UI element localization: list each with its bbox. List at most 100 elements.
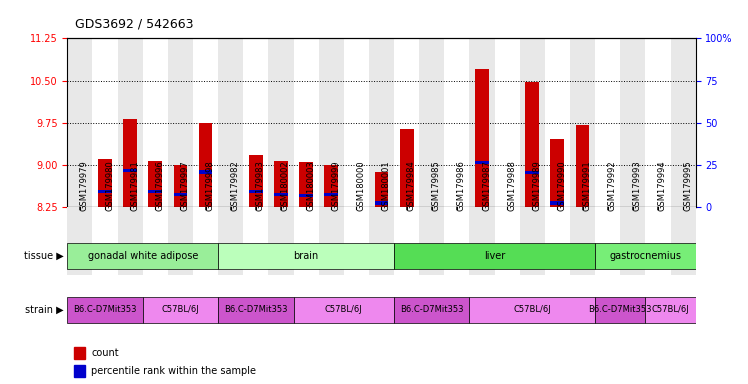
- Bar: [570, 207, 595, 275]
- Text: liver: liver: [484, 251, 505, 261]
- Bar: [168, 207, 193, 275]
- Bar: [293, 207, 319, 275]
- Bar: [470, 297, 595, 323]
- Text: GSM180002: GSM180002: [281, 160, 290, 211]
- Bar: [174, 165, 187, 207]
- Bar: [143, 38, 168, 207]
- Text: GSM179992: GSM179992: [607, 160, 616, 211]
- Text: GSM180001: GSM180001: [381, 160, 390, 211]
- Bar: [293, 297, 394, 323]
- Text: B6.C-D7Mit353: B6.C-D7Mit353: [589, 305, 652, 314]
- Text: GSM179983: GSM179983: [256, 160, 265, 211]
- Bar: [249, 190, 263, 193]
- Bar: [444, 207, 470, 275]
- Bar: [470, 207, 494, 275]
- Bar: [319, 207, 344, 275]
- Text: GSM179991: GSM179991: [583, 160, 592, 211]
- Text: GDS3692 / 542663: GDS3692 / 542663: [75, 18, 193, 31]
- Bar: [545, 207, 570, 275]
- Bar: [375, 201, 388, 205]
- Text: GSM179994: GSM179994: [658, 160, 667, 211]
- Bar: [576, 125, 589, 207]
- Text: GSM179980: GSM179980: [105, 160, 114, 211]
- Bar: [646, 297, 696, 323]
- Bar: [218, 243, 394, 269]
- Bar: [67, 38, 93, 207]
- Bar: [394, 207, 419, 275]
- Bar: [551, 201, 564, 205]
- Text: GSM179990: GSM179990: [557, 160, 566, 211]
- Bar: [399, 129, 414, 207]
- Text: GSM179982: GSM179982: [230, 160, 239, 211]
- Text: GSM179984: GSM179984: [407, 160, 416, 211]
- Bar: [143, 297, 218, 323]
- Bar: [394, 38, 419, 207]
- Bar: [520, 207, 545, 275]
- Bar: [67, 207, 93, 275]
- Bar: [551, 139, 564, 207]
- Bar: [444, 38, 470, 207]
- Bar: [199, 123, 212, 207]
- Bar: [123, 169, 137, 172]
- Bar: [595, 297, 646, 323]
- Bar: [475, 70, 489, 207]
- Bar: [243, 207, 269, 275]
- Bar: [73, 365, 85, 377]
- Bar: [269, 207, 293, 275]
- Bar: [319, 38, 344, 207]
- Text: GSM179985: GSM179985: [432, 160, 441, 211]
- Text: GSM179988: GSM179988: [507, 160, 516, 211]
- Bar: [369, 207, 394, 275]
- Bar: [274, 193, 288, 196]
- Text: B6.C-D7Mit353: B6.C-D7Mit353: [400, 305, 464, 314]
- Text: GSM179996: GSM179996: [156, 160, 165, 211]
- Text: gastrocnemius: gastrocnemius: [610, 251, 681, 261]
- Bar: [595, 207, 620, 275]
- Text: count: count: [91, 348, 119, 358]
- Text: GSM180000: GSM180000: [356, 160, 365, 211]
- Text: GSM179997: GSM179997: [180, 160, 189, 211]
- Bar: [67, 243, 218, 269]
- Text: C57BL/6J: C57BL/6J: [162, 305, 199, 314]
- Bar: [646, 38, 670, 207]
- Text: brain: brain: [293, 251, 319, 261]
- Bar: [148, 190, 162, 193]
- Bar: [98, 159, 112, 207]
- Text: GSM179987: GSM179987: [482, 160, 491, 211]
- Bar: [168, 38, 193, 207]
- Text: C57BL/6J: C57BL/6J: [652, 305, 690, 314]
- Bar: [670, 38, 696, 207]
- Bar: [93, 38, 117, 207]
- Bar: [375, 172, 388, 207]
- Bar: [525, 171, 539, 174]
- Text: C57BL/6J: C57BL/6J: [513, 305, 551, 314]
- Bar: [73, 347, 85, 359]
- Text: GSM179981: GSM179981: [130, 160, 139, 211]
- Text: GSM179995: GSM179995: [683, 160, 692, 211]
- Text: tissue ▶: tissue ▶: [24, 251, 64, 261]
- Bar: [520, 38, 545, 207]
- Bar: [494, 38, 520, 207]
- Bar: [117, 207, 143, 275]
- Text: GSM179993: GSM179993: [633, 160, 642, 211]
- Text: GSM180003: GSM180003: [306, 160, 315, 211]
- Bar: [93, 207, 117, 275]
- Text: GSM179986: GSM179986: [457, 160, 466, 211]
- Bar: [218, 297, 293, 323]
- Bar: [193, 38, 218, 207]
- Bar: [419, 207, 444, 275]
- Bar: [98, 190, 112, 193]
- Bar: [325, 165, 338, 207]
- Bar: [269, 38, 293, 207]
- Bar: [595, 243, 696, 269]
- Bar: [620, 38, 646, 207]
- Text: B6.C-D7Mit353: B6.C-D7Mit353: [224, 305, 287, 314]
- Bar: [419, 38, 444, 207]
- Bar: [369, 38, 394, 207]
- Bar: [117, 38, 143, 207]
- Text: GSM179989: GSM179989: [533, 160, 542, 211]
- Bar: [249, 155, 263, 207]
- Bar: [344, 207, 369, 275]
- Text: strain ▶: strain ▶: [25, 305, 64, 314]
- Bar: [620, 207, 646, 275]
